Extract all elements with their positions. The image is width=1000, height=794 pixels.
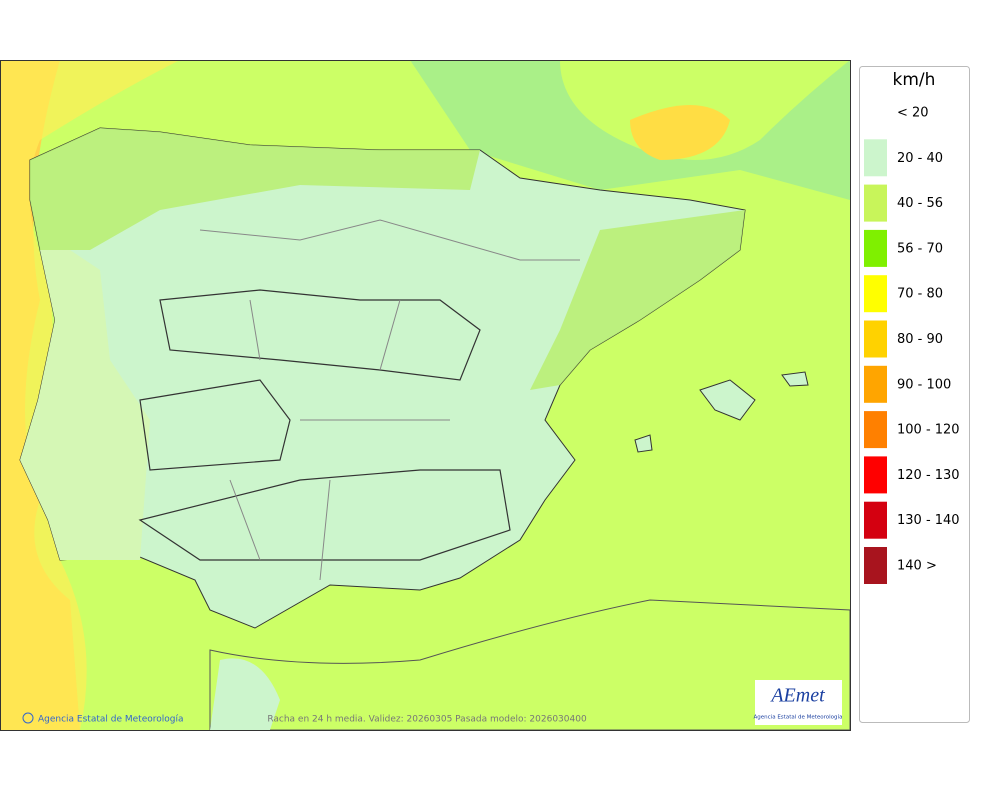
legend-label: 100 - 120	[897, 423, 960, 438]
legend-label: 20 - 40	[897, 151, 943, 166]
legend-label: 70 - 80	[897, 287, 943, 302]
legend-label: 40 - 56	[897, 196, 943, 211]
legend-swatch	[864, 547, 887, 584]
logo-subtitle: Agencia Estatal de Meteorología	[754, 714, 843, 721]
region-borders	[138, 289, 511, 561]
legend-swatch	[864, 184, 887, 222]
caption: Racha en 24 h media. Validez: 20260305 P…	[267, 715, 587, 725]
gust-zone	[410, 60, 850, 200]
africa-land	[209, 599, 851, 731]
legend-swatch	[864, 139, 887, 177]
legend-label: < 20	[897, 106, 929, 121]
legend-swatch	[864, 229, 887, 267]
mallorca	[699, 379, 756, 421]
legend-label: 80 - 90	[897, 332, 943, 347]
legend-swatch	[864, 501, 887, 539]
portugal-zone	[20, 250, 150, 560]
legend-label: 90 - 100	[897, 377, 951, 392]
logo-name: AEmet	[769, 685, 825, 707]
north-gust-zone	[30, 128, 480, 250]
legend-label: 56 - 70	[897, 241, 943, 256]
credit: Agencia Estatal de Meteorología	[38, 715, 184, 725]
gust-zone	[210, 658, 280, 730]
menorca	[781, 371, 809, 387]
gust-zone	[630, 105, 730, 160]
legend-label: 120 - 130	[897, 468, 960, 483]
east-gust-zone	[530, 210, 745, 390]
legend-unit: km/h	[893, 70, 936, 90]
ocean-gust-zone	[0, 60, 180, 730]
legend-label: 140 >	[897, 559, 937, 574]
legend-swatch	[864, 365, 887, 403]
ibiza	[634, 434, 653, 453]
legend: km/h < 20 20 - 40 40 - 56 56 - 70 70 - 80 80 …	[859, 66, 970, 723]
legend-label: 130 - 140	[897, 513, 960, 528]
map: Agencia Estatal de Meteorología Racha en…	[0, 60, 851, 731]
credit-icon	[22, 712, 34, 724]
legend-swatch	[864, 411, 887, 449]
logo-box	[755, 680, 842, 725]
legend-swatch	[864, 320, 887, 358]
legend-swatch	[864, 94, 887, 131]
map-frame	[0, 60, 851, 731]
province-borders	[199, 219, 580, 581]
legend-swatch	[864, 275, 887, 313]
legend-swatch	[864, 456, 887, 494]
